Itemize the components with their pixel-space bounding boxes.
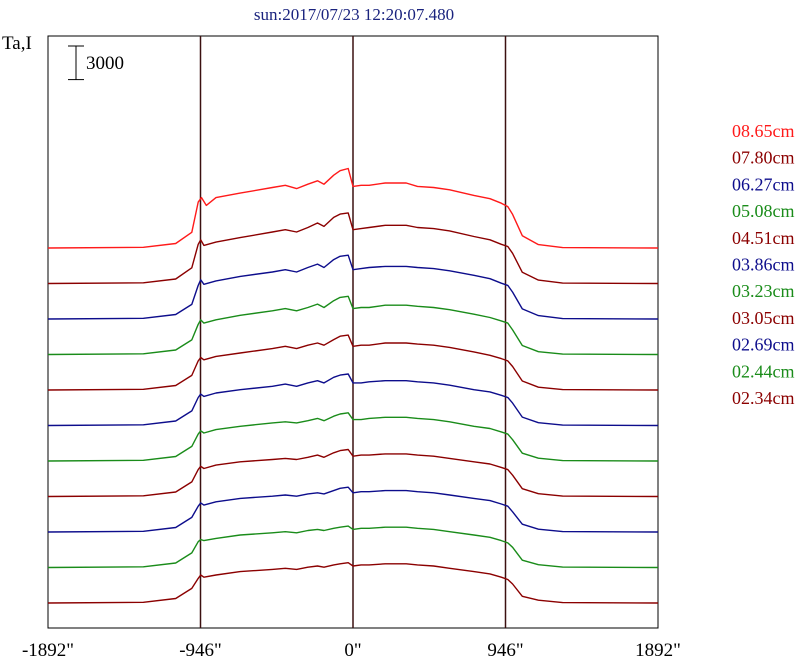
series-line	[47, 562, 659, 604]
legend-entry: 02.34cm	[732, 388, 795, 408]
legend-entry: 02.44cm	[732, 361, 795, 381]
series-line	[47, 486, 659, 533]
legend: 08.65cm 07.80cm 06.27cm 05.08cm 04.51cm 03.86…	[732, 121, 795, 408]
scale-bar: 3000	[68, 45, 124, 81]
y-axis-label: Ta,I	[2, 33, 32, 54]
legend-entry: 03.05cm	[732, 308, 795, 328]
legend-entry: 03.86cm	[732, 255, 795, 275]
series-line	[47, 254, 659, 320]
legend-entry: 08.65cm	[732, 121, 795, 141]
legend-entry: 06.27cm	[732, 174, 795, 194]
scale-bar-label: 3000	[86, 53, 124, 74]
x-tick-label: -1892"	[22, 640, 74, 661]
legend-entry: 05.08cm	[732, 201, 795, 221]
series-line	[47, 295, 659, 356]
x-tick-label: 0"	[344, 640, 361, 661]
x-tick-labels: -1892" -946" 0" 946" 1892"	[22, 640, 681, 661]
series-line	[47, 167, 659, 249]
legend-entry: 02.69cm	[732, 335, 795, 355]
legend-entry: 03.23cm	[732, 281, 795, 301]
series-line	[47, 334, 659, 391]
x-tick-label: 946"	[487, 640, 523, 661]
x-tick-label: 1892"	[635, 640, 681, 661]
series-line	[47, 448, 659, 498]
x-tick-label: -946"	[179, 640, 222, 661]
legend-entry: 07.80cm	[732, 148, 795, 168]
series-line	[47, 373, 659, 427]
reference-lines	[199, 36, 507, 628]
series-line	[47, 412, 659, 462]
series-line	[47, 212, 659, 285]
series-lines	[47, 167, 659, 604]
series-line	[47, 525, 659, 569]
chart-title: sun:2017/07/23 12:20:07.480	[254, 5, 454, 24]
legend-entry: 04.51cm	[732, 228, 795, 248]
